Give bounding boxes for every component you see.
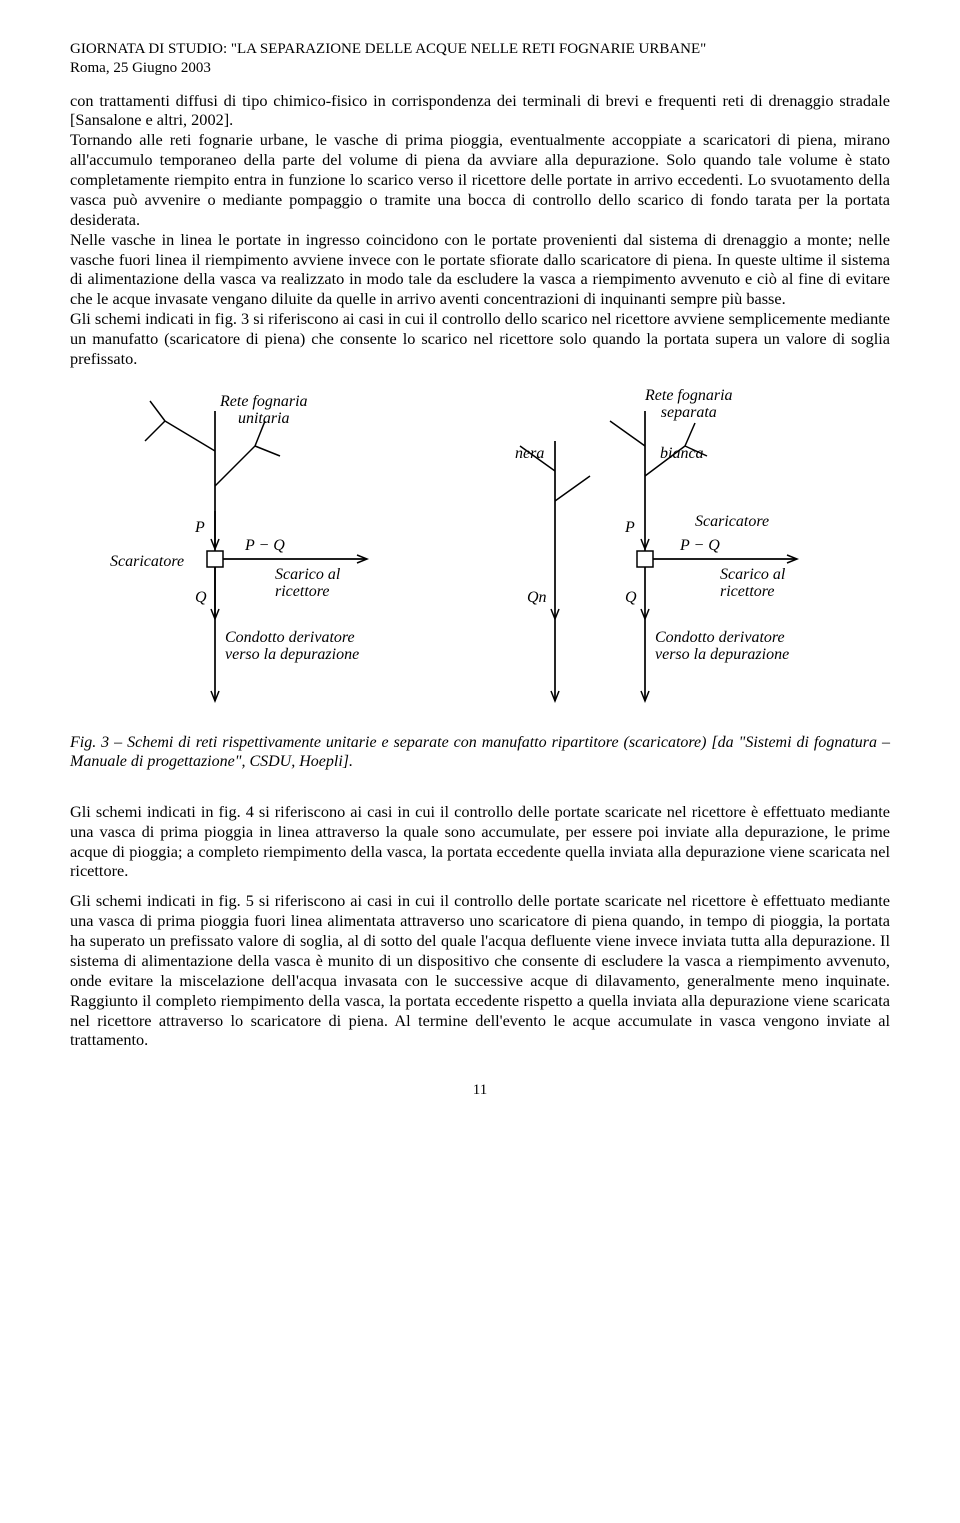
label-title-left: Rete fognaria unitaria [220,393,308,428]
l-c2: verso la depurazione [225,646,359,663]
diagram-separata-svg [495,391,855,721]
label-title-right: Rete fognaria separata [645,387,733,422]
figure-caption: Fig. 3 – Schemi di reti rispettivamente … [70,733,890,772]
l-title2: unitaria [238,410,290,427]
paragraph-6: Gli schemi indicati in fig. 5 si riferis… [70,891,890,1050]
label-cond-left: Condotto derivatore verso la depurazione [225,629,359,664]
l-sc1: Scarico al [275,566,340,583]
r-title2: separata [661,404,717,421]
para3-text: Nelle vasche in linea le portate in ingr… [70,230,890,309]
r-c2: verso la depurazione [655,646,789,663]
paragraph-5: Gli schemi indicati in fig. 4 si riferis… [70,802,890,882]
r-sc1: Scarico al [720,566,785,583]
label-P-right: P [625,519,635,537]
label-Q-right: Q [625,589,637,607]
header-title: GIORNATA DI STUDIO: "LA SEPARAZIONE DELL… [70,40,890,60]
label-scaricatore-left: Scaricatore [110,553,184,571]
figure-3: Rete fognaria unitaria P P − Q Scaricato… [70,391,890,721]
label-scarico-left: Scarico al ricettore [275,566,340,601]
para4-text: Gli schemi indicati in fig. 3 si riferis… [70,309,890,368]
diagram-unitaria: Rete fognaria unitaria P P − Q Scaricato… [105,391,425,721]
label-PQ-left: P − Q [245,537,285,555]
label-scarico-right: Scarico al ricettore [720,566,785,601]
label-bianca: bianca [660,445,704,463]
para2-text: Tornando alle reti fognarie urbane, le v… [70,130,890,229]
l-c1: Condotto derivatore [225,629,355,646]
paragraph-1: con trattamenti diffusi di tipo chimico-… [70,91,890,369]
r-c1: Condotto derivatore [655,629,785,646]
label-nera: nera [515,445,544,463]
r-sc2: ricettore [720,583,775,600]
para1-text: con trattamenti diffusi di tipo chimico-… [70,91,890,130]
label-scaricatore-right: Scaricatore [695,513,769,531]
figure-box: Rete fognaria unitaria P P − Q Scaricato… [105,391,855,721]
label-Q-left: Q [195,589,207,607]
label-cond-right: Condotto derivatore verso la depurazione [655,629,789,664]
label-P-left: P [195,519,205,537]
r-title1: Rete fognaria [645,387,733,404]
page-number: 11 [70,1082,890,1099]
label-Qn: Qn [527,589,547,607]
diagram-separata: Rete fognaria separata nera bianca P Sca… [495,391,855,721]
page: GIORNATA DI STUDIO: "LA SEPARAZIONE DELL… [0,0,960,1129]
l-title1: Rete fognaria [220,393,308,410]
label-PQ-right: P − Q [680,537,720,555]
header-sub: Roma, 25 Giugno 2003 [70,60,890,77]
l-sc2: ricettore [275,583,330,600]
